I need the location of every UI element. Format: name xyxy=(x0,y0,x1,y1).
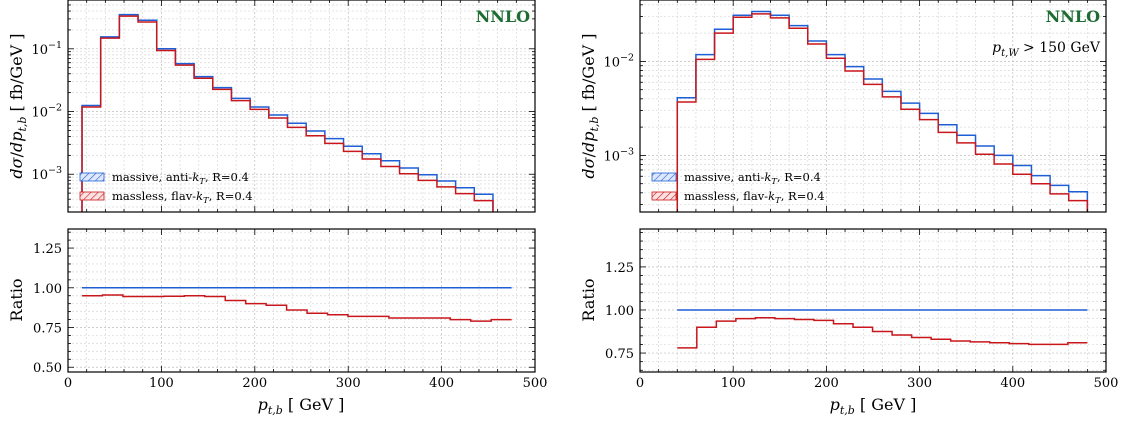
right-ratio-frame xyxy=(639,228,1107,373)
y-tick-label: 10−1 xyxy=(31,40,62,58)
left-ratio-axis-label: Ratio xyxy=(7,278,26,321)
left-legend-label-massive: massive, anti-kT, R=0.4 xyxy=(112,170,249,187)
right-ratio-grid xyxy=(639,229,1107,372)
x-tick-label: 0 xyxy=(636,376,644,391)
x-tick-label: 400 xyxy=(1000,376,1025,391)
right-order-label: NNLO xyxy=(1046,7,1101,26)
y-tick-label: 10−3 xyxy=(31,165,62,183)
x-tick-label: 100 xyxy=(149,376,174,391)
right-y-axis-label: dσ/dpt,b [ fb/GeV ] xyxy=(579,33,601,178)
y-tick-label: 10−3 xyxy=(603,146,634,164)
right-ratio-series xyxy=(677,316,1088,349)
right-ratio-tick-labels: 0.75 1.00 1.25 xyxy=(605,261,634,362)
right-ratio-ticks xyxy=(639,229,1107,372)
x-tick-label: 200 xyxy=(814,376,839,391)
left-ratio-tick-labels: 0.50 0.75 1.00 1.25 xyxy=(33,242,62,376)
right-y-tick-labels: 10−3 10−2 xyxy=(603,52,634,164)
right-legend-label-massless: massless, flav-kT, R=0.4 xyxy=(684,189,825,206)
ratio-tick-label: 1.25 xyxy=(605,261,634,276)
left-legend-label-massless: massless, flav-kT, R=0.4 xyxy=(112,189,253,206)
left-series-massless xyxy=(81,15,494,212)
right-legend-swatch-massless xyxy=(651,191,677,201)
right-legend-label-massive: massive, anti-kT, R=0.4 xyxy=(684,170,821,187)
x-tick-label: 200 xyxy=(242,376,267,391)
left-chart: 0 100 200 300 400 500 10−3 10−2 10−1 0.50 0.75 1.… xyxy=(7,0,547,417)
ratio-line-massless xyxy=(82,294,512,322)
x-tick-label: 500 xyxy=(1094,376,1119,391)
left-main-frame xyxy=(67,0,536,213)
ratio-tick-label: 1.25 xyxy=(33,242,62,257)
right-series-massless xyxy=(676,13,1089,212)
right-legend: massive, anti-kT, R=0.4 massless, flav-k… xyxy=(651,170,825,206)
left-x-axis-label: pt,b [ GeV ] xyxy=(258,395,345,417)
ratio-tick-label: 1.00 xyxy=(605,304,634,319)
ratio-tick-label: 1.00 xyxy=(33,282,62,297)
left-ratio-ticks xyxy=(67,229,536,372)
left-y-tick-labels: 10−3 10−2 10−1 xyxy=(31,40,62,183)
left-y-axis-label: dσ/dpt,b [ fb/GeV ] xyxy=(7,33,29,178)
x-tick-label: 500 xyxy=(523,376,548,391)
x-tick-label: 0 xyxy=(64,376,72,391)
right-x-axis-label: pt,b [ GeV ] xyxy=(830,395,917,417)
y-tick-label: 10−2 xyxy=(31,103,62,121)
right-x-tick-labels: 0 100 200 300 400 500 xyxy=(636,376,1119,391)
left-ratio-series xyxy=(82,294,512,322)
x-tick-label: 400 xyxy=(429,376,454,391)
left-main-ticks xyxy=(67,0,536,212)
right-chart: 0 100 200 300 400 500 10−3 10−2 0.75 1.00 1.25 N… xyxy=(579,0,1118,417)
x-tick-label: 300 xyxy=(336,376,361,391)
left-ratio-frame xyxy=(67,228,536,373)
left-main-grid xyxy=(67,0,536,212)
series-line-massless xyxy=(81,15,494,212)
left-legend-swatch-massless xyxy=(79,191,105,201)
ratio-tick-label: 0.75 xyxy=(33,322,62,337)
left-order-label: NNLO xyxy=(476,7,531,26)
ratio-line-massless xyxy=(677,316,1088,349)
ratio-tick-label: 0.50 xyxy=(33,361,62,376)
right-main-frame xyxy=(639,0,1107,213)
right-cut-annotation: pt,W > 150 GeV xyxy=(992,40,1101,59)
right-legend-swatch-massive xyxy=(651,172,677,182)
x-tick-label: 300 xyxy=(907,376,932,391)
right-main-ticks xyxy=(639,0,1107,212)
left-ratio-grid xyxy=(67,229,536,372)
ratio-tick-label: 0.75 xyxy=(605,347,634,362)
left-legend: massive, anti-kT, R=0.4 massless, flav-k… xyxy=(79,170,253,206)
series-line-massless xyxy=(676,13,1089,212)
right-ratio-axis-label: Ratio xyxy=(579,278,598,321)
left-x-tick-labels: 0 100 200 300 400 500 xyxy=(64,376,548,391)
x-tick-label: 100 xyxy=(721,376,746,391)
left-legend-swatch-massive xyxy=(79,172,105,182)
y-tick-label: 10−2 xyxy=(603,52,634,70)
